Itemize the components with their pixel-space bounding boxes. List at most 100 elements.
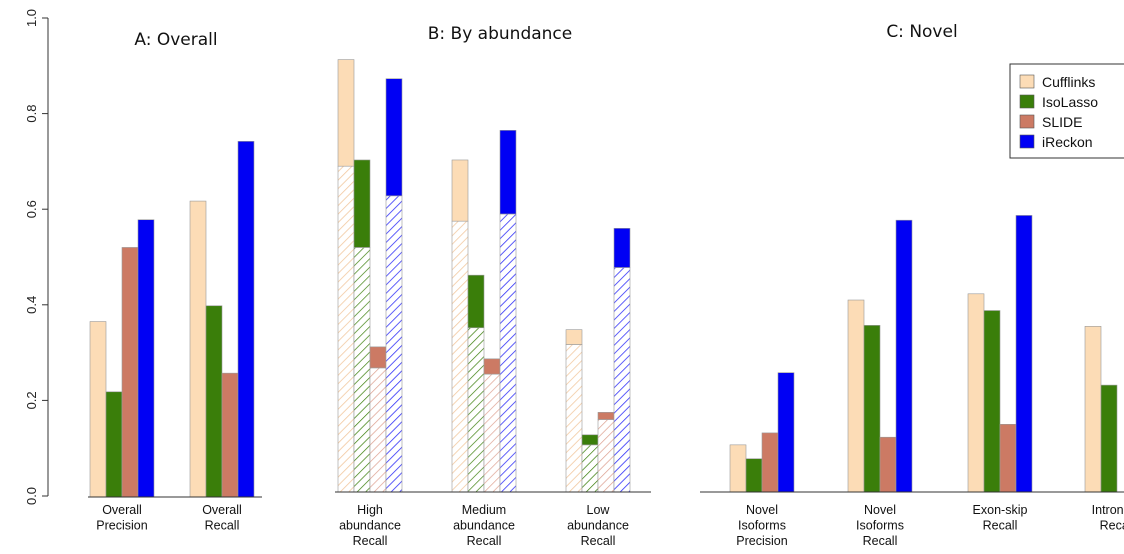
category-label: Precision: [96, 519, 147, 533]
bar-ireckon-upper: [613, 228, 631, 268]
category-label: abundance: [339, 519, 401, 533]
bar-cufflinks: [89, 321, 107, 498]
y-tick-label: 0.8: [24, 105, 39, 123]
bar-slide: [879, 436, 897, 493]
bar-isolasso-lower: [353, 247, 371, 493]
bar-isolasso-lower: [467, 327, 485, 493]
y-axis: 0.0 0.2 0.4 0.6 0.8 1.0: [24, 9, 49, 505]
bar-slide-lower: [597, 419, 615, 493]
bar-ireckon: [237, 141, 255, 498]
bar-ireckon: [1015, 215, 1033, 493]
legend-swatch-isolasso: [1019, 94, 1035, 109]
bar-isolasso: [983, 310, 1001, 493]
legend-label: Cufflinks: [1042, 74, 1095, 90]
category-label: Recall: [1100, 519, 1124, 533]
category-label: Precision: [736, 534, 787, 548]
category-group: Exon-skip Recall: [967, 215, 1033, 533]
panel-1: B: By abundanceHighabundanceRecallMedium…: [335, 24, 651, 548]
bar-isolasso: [745, 458, 763, 493]
legend-swatch-cufflinks: [1019, 74, 1035, 89]
bar-slide: [999, 423, 1017, 493]
category-label: Overall: [202, 503, 242, 517]
bar-ireckon-upper: [499, 130, 517, 215]
category-label: High: [357, 503, 383, 517]
bar-slide-upper: [369, 346, 387, 369]
panel-2: C: NovelNovelIsoformsPrecisionNovelIsofo…: [700, 22, 1124, 548]
bar-cufflinks: [967, 293, 985, 493]
panel-title: A: Overall: [134, 30, 217, 50]
category-label: Isoforms: [738, 519, 786, 533]
bar-cufflinks: [189, 200, 207, 498]
bar-isolasso-lower: [581, 444, 599, 493]
bar-cufflinks: [1084, 326, 1102, 493]
bar-isolasso: [863, 325, 881, 493]
category-label: Recall: [863, 534, 898, 548]
bar-ireckon: [137, 219, 155, 498]
bar-slide: [121, 247, 139, 498]
panel-title: C: Novel: [886, 22, 957, 42]
bar-slide-lower: [369, 367, 387, 493]
panels: A: Overall Overall Precision Overall Recall B…: [88, 22, 1124, 548]
legend: Cufflinks IsoLasso SLIDE iReckon: [1009, 63, 1124, 159]
bar-slide: [761, 432, 779, 493]
bar-slide-lower: [483, 373, 501, 493]
bar-ireckon-lower: [385, 195, 403, 493]
bar-cufflinks: [729, 444, 747, 493]
bar-ireckon: [777, 372, 795, 493]
category-group: Overall Precision: [89, 219, 155, 533]
y-tick-label: 0.6: [24, 200, 39, 218]
category-label: Recall: [467, 534, 502, 548]
category-label: Overall: [102, 503, 142, 517]
category-label: Novel: [746, 503, 778, 517]
bar-isolasso-upper: [467, 274, 485, 329]
bar-ireckon-lower: [499, 213, 517, 493]
y-tick-label: 1.0: [24, 9, 39, 27]
bar-isolasso-upper: [581, 434, 599, 446]
category-label: Recall: [205, 519, 240, 533]
bar-isolasso: [105, 391, 123, 498]
bar-isolasso: [1100, 384, 1118, 493]
category-label: Recall: [983, 519, 1018, 533]
category-label: abundance: [453, 519, 515, 533]
legend-label: SLIDE: [1042, 114, 1082, 130]
legend-swatch-ireckon: [1019, 134, 1035, 149]
category-label: abundance: [567, 519, 629, 533]
bar-cufflinks-upper: [451, 159, 469, 222]
bar-cufflinks: [847, 299, 865, 493]
bar-isolasso: [205, 305, 223, 498]
bar-slide-upper: [483, 358, 501, 375]
bar-cufflinks-lower: [451, 220, 469, 493]
bar-cufflinks-upper: [337, 59, 355, 167]
category-label: Medium: [462, 503, 506, 517]
bar-cufflinks-lower: [337, 165, 355, 493]
bar-slide-upper: [597, 412, 615, 420]
y-tick-label: 0.0: [24, 487, 39, 505]
bar-cufflinks-upper: [565, 329, 583, 345]
bar-ireckon: [895, 219, 913, 493]
category-label: Low: [587, 503, 611, 517]
category-group: Overall Recall: [189, 141, 255, 533]
bar-ireckon-lower: [613, 267, 631, 493]
legend-label: iReckon: [1042, 134, 1093, 150]
category-label: Intron-ret: [1092, 503, 1124, 517]
category-label: Isoforms: [856, 519, 904, 533]
bar-slide: [221, 372, 239, 498]
bar-ireckon-upper: [385, 78, 403, 197]
category-label: Novel: [864, 503, 896, 517]
legend-swatch-slide: [1019, 114, 1035, 129]
panel-0: A: Overall Overall Precision Overall Recall: [88, 30, 262, 533]
category-label: Recall: [581, 534, 616, 548]
panel-title: B: By abundance: [428, 24, 572, 44]
y-tick-label: 0.2: [24, 391, 39, 409]
category-label: Exon-skip: [973, 503, 1028, 517]
bar-cufflinks-lower: [565, 344, 583, 493]
category-label: Recall: [353, 534, 388, 548]
legend-label: IsoLasso: [1042, 94, 1098, 110]
